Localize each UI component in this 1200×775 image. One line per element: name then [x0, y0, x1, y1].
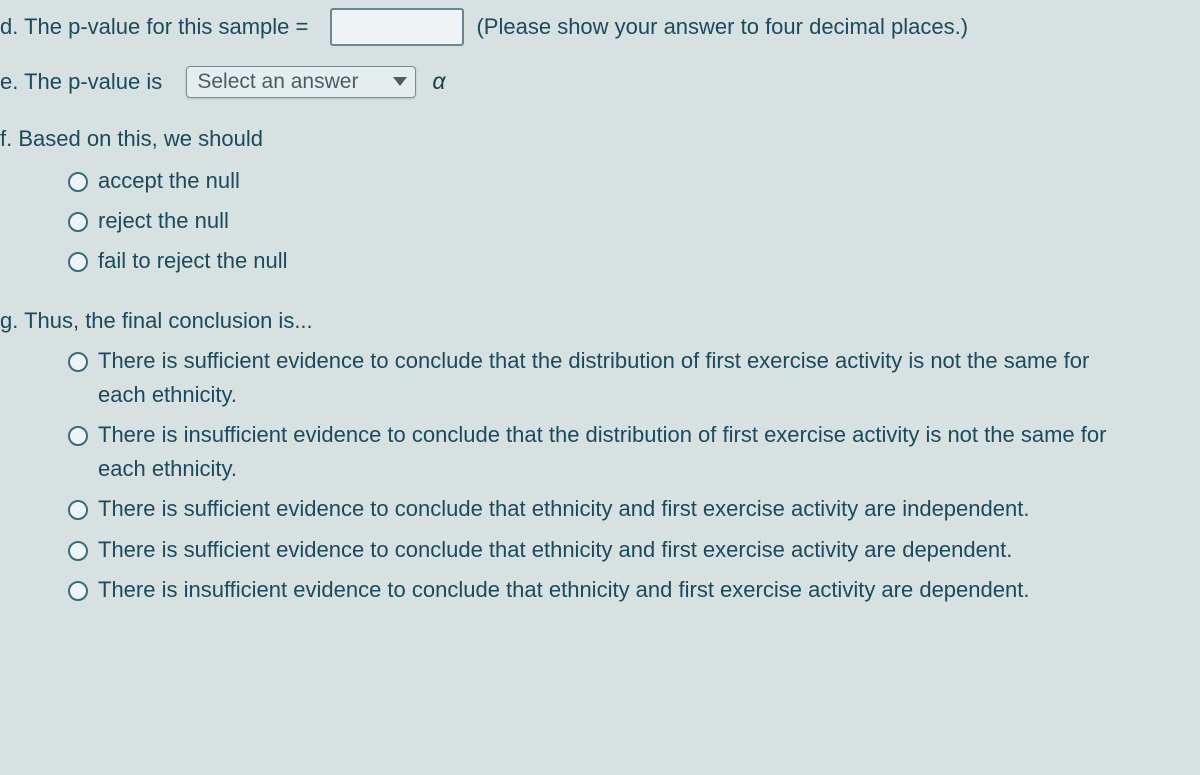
chevron-down-icon	[393, 77, 407, 86]
alpha-symbol: α	[432, 64, 445, 100]
g-option-3[interactable]: There is sufficient evidence to conclude…	[68, 533, 1186, 567]
radio-icon	[68, 541, 88, 561]
question-f-label: f. Based on this, we should	[0, 122, 263, 156]
p-value-input[interactable]	[330, 8, 464, 46]
p-value-compare-select[interactable]: Select an answer	[186, 66, 416, 98]
question-d: d. The p-value for this sample = (Please…	[0, 8, 1186, 46]
g-option-2[interactable]: There is sufficient evidence to conclude…	[68, 492, 1186, 526]
radio-icon	[68, 500, 88, 520]
question-f: f. Based on this, we should	[0, 122, 1186, 156]
question-e-label: e. The p-value is	[0, 65, 168, 99]
g-option-2-label: There is sufficient evidence to conclude…	[98, 492, 1029, 526]
radio-icon	[68, 581, 88, 601]
radio-icon	[68, 252, 88, 272]
p-value-hint: (Please show your answer to four decimal…	[476, 10, 968, 44]
question-g: g. Thus, the final conclusion is...	[0, 304, 1186, 338]
question-g-label: g. Thus, the final conclusion is...	[0, 304, 313, 338]
f-option-2-label: fail to reject the null	[98, 244, 288, 278]
f-option-2[interactable]: fail to reject the null	[68, 244, 1186, 278]
radio-icon	[68, 426, 88, 446]
g-option-1[interactable]: There is insufficient evidence to conclu…	[68, 418, 1186, 486]
f-option-0[interactable]: accept the null	[68, 164, 1186, 198]
g-option-4-label: There is insufficient evidence to conclu…	[98, 573, 1029, 607]
select-placeholder: Select an answer	[197, 66, 358, 99]
f-option-1-label: reject the null	[98, 204, 229, 238]
question-d-label: d. The p-value for this sample =	[0, 10, 314, 44]
f-option-1[interactable]: reject the null	[68, 204, 1186, 238]
g-option-0-label: There is sufficient evidence to conclude…	[98, 344, 1138, 412]
g-option-1-label: There is insufficient evidence to conclu…	[98, 418, 1138, 486]
g-option-4[interactable]: There is insufficient evidence to conclu…	[68, 573, 1186, 607]
question-e: e. The p-value is Select an answer α	[0, 64, 1186, 100]
f-option-0-label: accept the null	[98, 164, 240, 198]
radio-icon	[68, 172, 88, 192]
radio-icon	[68, 212, 88, 232]
g-option-0[interactable]: There is sufficient evidence to conclude…	[68, 344, 1186, 412]
radio-icon	[68, 352, 88, 372]
g-option-3-label: There is sufficient evidence to conclude…	[98, 533, 1012, 567]
